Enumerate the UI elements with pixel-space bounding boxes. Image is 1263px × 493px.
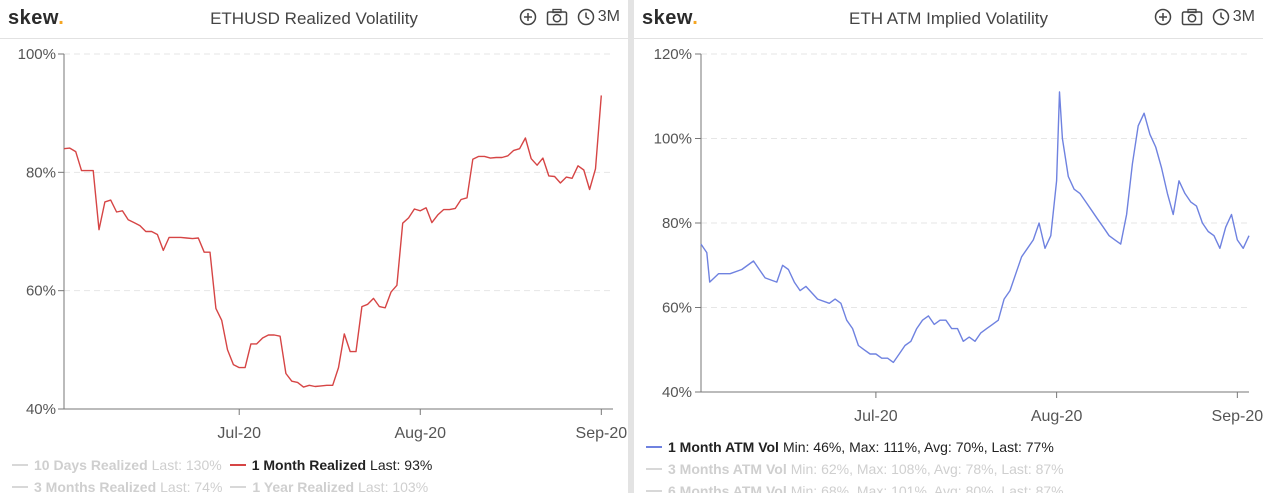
legend-label: 1 Year Realized: [252, 479, 355, 493]
legend-label: 10 Days Realized: [34, 457, 148, 473]
range-label: 3M: [1232, 8, 1255, 25]
legend: 1 Month ATM Vol Min: 46%, Max: 111%, Avg:…: [646, 434, 1072, 493]
legend-stats: Min: 62%, Max: 108%, Avg: 78%, Last: 87%: [790, 461, 1064, 477]
y-tick-label: 40%: [662, 384, 692, 401]
legend-stats: Min: 68%, Max: 101%, Avg: 80%, Last: 87%: [790, 483, 1064, 493]
realized-vol-chart: 40% 60% 80% 100% Jul-20 Aug-20 Sep-20: [18, 46, 628, 442]
chart-title: ETH ATM Implied Volatility: [848, 9, 1049, 28]
legend-label: 1 Month Realized: [251, 457, 367, 473]
x-tick-label: Aug-20: [1031, 408, 1083, 425]
add-circle-icon[interactable]: [1154, 8, 1172, 26]
camera-icon[interactable]: [546, 8, 568, 26]
chart-toolbar: 3M: [1154, 8, 1255, 26]
legend-label: 3 Months ATM Vol: [668, 461, 787, 477]
legend-item[interactable]: 1 Month Realized Last: 93%: [229, 456, 433, 474]
legend-swatch: [229, 464, 246, 466]
skew-logo: skew.: [642, 7, 699, 29]
add-circle-icon[interactable]: [519, 8, 537, 26]
legend-row: 10 Days Realized Last: 130% 1 Month Realiz…: [12, 452, 440, 474]
legend-stats: Last: 93%: [370, 457, 433, 473]
x-tick-label: Jul-20: [217, 425, 261, 442]
legend-item[interactable]: 6 Months ATM Vol Min: 68%, Max: 101%, Avg…: [646, 482, 1064, 493]
y-tick-label: 120%: [654, 46, 692, 63]
y-tick-label: 100%: [18, 46, 56, 63]
panel-divider: [628, 0, 634, 493]
camera-icon[interactable]: [1181, 8, 1203, 26]
legend-stats: Last: 103%: [358, 479, 429, 493]
implied-vol-chart: 40% 60% 80% 100% 120% Jul-20 Aug-20 Sep-20: [654, 46, 1263, 425]
clock-icon: [577, 8, 595, 26]
range-label: 3M: [597, 8, 620, 25]
legend-row: 1 Month ATM Vol Min: 46%, Max: 111%, Avg:…: [646, 434, 1072, 456]
time-range-selector[interactable]: 3M: [1212, 8, 1255, 26]
implied-vol-panel: skew. ETH ATM Implied Volatility 3M 40% 6…: [634, 0, 1263, 493]
panel-header: skew. ETHUSD Realized Volatility 3M: [0, 0, 628, 39]
legend-swatch: [12, 464, 28, 466]
clock-icon: [1212, 8, 1230, 26]
legend-label: 3 Months Realized: [34, 479, 157, 493]
legend: 10 Days Realized Last: 130% 1 Month Realiz…: [12, 452, 440, 493]
legend-item[interactable]: 10 Days Realized Last: 130%: [12, 456, 222, 474]
x-tick-label: Jul-20: [854, 408, 898, 425]
legend-swatch: [646, 446, 662, 448]
y-tick-label: 60%: [662, 300, 692, 317]
chart-title: ETHUSD Realized Volatility: [210, 9, 418, 28]
legend-item[interactable]: 1 Year Realized Last: 103%: [230, 478, 428, 493]
y-tick-label: 80%: [662, 215, 692, 232]
realized-vol-panel: skew. ETHUSD Realized Volatility 3M 40% 6…: [0, 0, 628, 493]
legend-swatch: [646, 490, 662, 492]
y-tick-label: 100%: [654, 131, 692, 148]
y-tick-label: 40%: [26, 401, 56, 418]
legend-item[interactable]: 3 Months ATM Vol Min: 62%, Max: 108%, Avg…: [646, 460, 1064, 478]
y-tick-label: 60%: [26, 283, 56, 300]
legend-label: 1 Month ATM Vol: [668, 439, 779, 455]
panel-header: skew. ETH ATM Implied Volatility 3M: [634, 0, 1263, 39]
series-line: [63, 95, 602, 388]
x-tick-label: Sep-20: [1212, 408, 1263, 425]
time-range-selector[interactable]: 3M: [577, 8, 620, 26]
chart-toolbar: 3M: [519, 8, 620, 26]
legend-row: 3 Months ATM Vol Min: 62%, Max: 108%, Avg…: [646, 456, 1072, 478]
legend-swatch: [646, 468, 662, 470]
x-tick-label: Sep-20: [576, 425, 628, 442]
x-tick-label: Aug-20: [394, 425, 446, 442]
legend-stats: Last: 130%: [151, 457, 222, 473]
legend-stats: Last: 74%: [160, 479, 223, 493]
legend-row: 3 Months Realized Last: 74% 1 Year Realize…: [12, 474, 440, 493]
y-tick-label: 80%: [26, 164, 56, 181]
legend-stats: Min: 46%, Max: 111%, Avg: 70%, Last: 77%: [782, 439, 1054, 455]
legend-swatch: [230, 486, 247, 488]
legend-item[interactable]: 3 Months Realized Last: 74%: [12, 478, 222, 493]
legend-item[interactable]: 1 Month ATM Vol Min: 46%, Max: 111%, Avg:…: [646, 438, 1054, 456]
legend-label: 6 Months ATM Vol: [668, 483, 787, 493]
legend-swatch: [12, 486, 28, 488]
skew-logo: skew.: [8, 7, 65, 29]
legend-row: 6 Months ATM Vol Min: 68%, Max: 101%, Avg…: [646, 478, 1072, 493]
series-line: [700, 91, 1250, 364]
